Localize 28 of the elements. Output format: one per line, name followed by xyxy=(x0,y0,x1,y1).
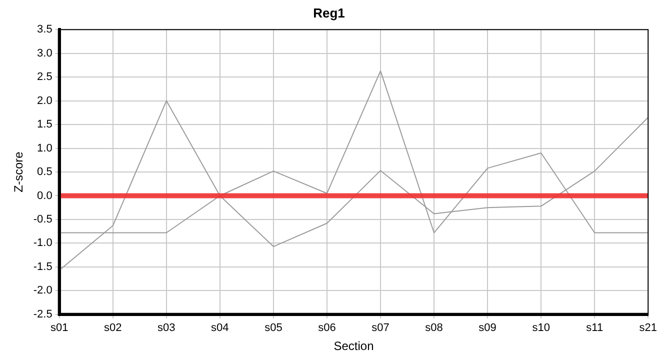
x-axis-title: Section xyxy=(334,339,374,354)
x-tick-label: s10 xyxy=(532,322,550,334)
y-tick-label: 3.5 xyxy=(37,24,52,36)
y-tick-label: 1.5 xyxy=(37,118,52,131)
y-tick-label: 2.5 xyxy=(37,71,52,84)
y-tick-label: 1.0 xyxy=(37,142,52,154)
x-tick-label: s21 xyxy=(639,322,658,334)
y-tick-label: -2.0 xyxy=(33,284,52,297)
x-tick-label: s02 xyxy=(104,322,122,334)
y-tick-label: -0.5 xyxy=(33,214,52,226)
y-tick-label: 3.0 xyxy=(37,47,52,60)
x-tick-label: s11 xyxy=(586,322,604,334)
x-tick-label: s01 xyxy=(50,322,68,334)
y-tick-label: -2.5 xyxy=(33,308,52,320)
x-tick-label: s06 xyxy=(318,322,336,334)
y-tick-label: 0.0 xyxy=(37,190,52,202)
y-tick-label: -1.5 xyxy=(33,260,52,273)
y-axis-title: Z-score xyxy=(12,151,26,192)
y-tick-label: 2.0 xyxy=(37,94,52,107)
x-tick-label: s08 xyxy=(425,322,443,334)
y-tick-label: 0.5 xyxy=(37,166,52,178)
chart-title: Reg1 xyxy=(313,5,345,20)
y-tick-label: -1.0 xyxy=(33,237,52,250)
x-tick-label: s05 xyxy=(264,322,282,334)
x-tick-label: s04 xyxy=(211,322,229,334)
x-tick-label: s09 xyxy=(478,322,496,334)
x-tick-label: s07 xyxy=(372,322,390,334)
x-tick-label: s03 xyxy=(158,322,176,334)
